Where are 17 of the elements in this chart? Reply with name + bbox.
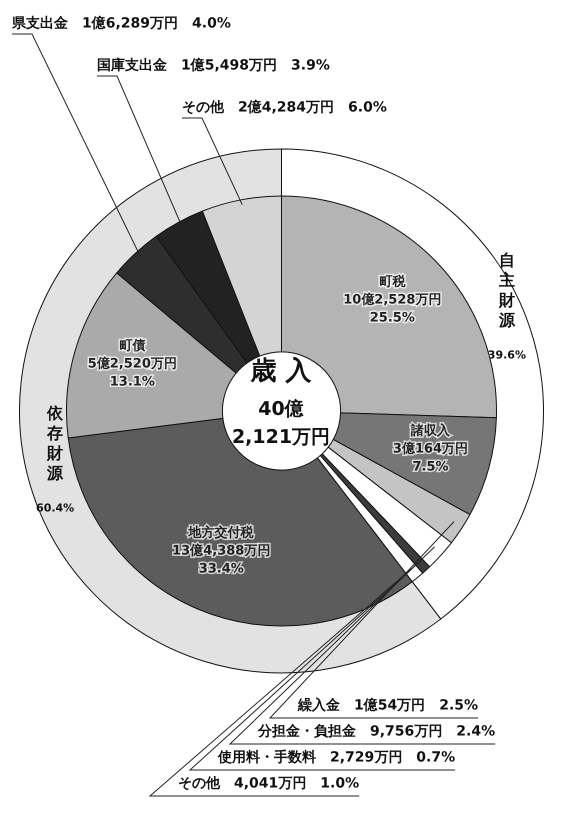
slice-label: 諸収入 3億164万円 [392, 422, 468, 456]
slice-label: 国庫支出金 1億5,498万円 3.9% [97, 56, 330, 74]
data-label: 25.5% [370, 310, 415, 326]
slice-label: 使用料・手数料 2,729万円 0.7% [217, 748, 456, 766]
slice-label: 県支出金 1億6,289万円 4.0% [11, 14, 231, 32]
data-label: 7.5% [412, 459, 449, 474]
slice-label: その他 4,041万円 1.0% [178, 776, 360, 792]
data-label: 13.1% [110, 374, 155, 390]
slice-label: 繰入金 1億54万円 2.5% [297, 696, 478, 714]
slice-label: その他 2億4,284万円 6.0% [182, 98, 387, 116]
text: 歳 入 [249, 356, 313, 386]
text: 40億 2,121万円 [232, 398, 330, 448]
slice-label: 分担金・負担金 9,756万円 2.4% [257, 724, 496, 740]
slice-label: 町債 5億2,520万円 [88, 338, 177, 372]
slice-label: 依存財源 [46, 404, 64, 483]
data-label: 33.4% [198, 561, 244, 576]
slice-label: 町税 10億2,528万円 [343, 274, 442, 308]
